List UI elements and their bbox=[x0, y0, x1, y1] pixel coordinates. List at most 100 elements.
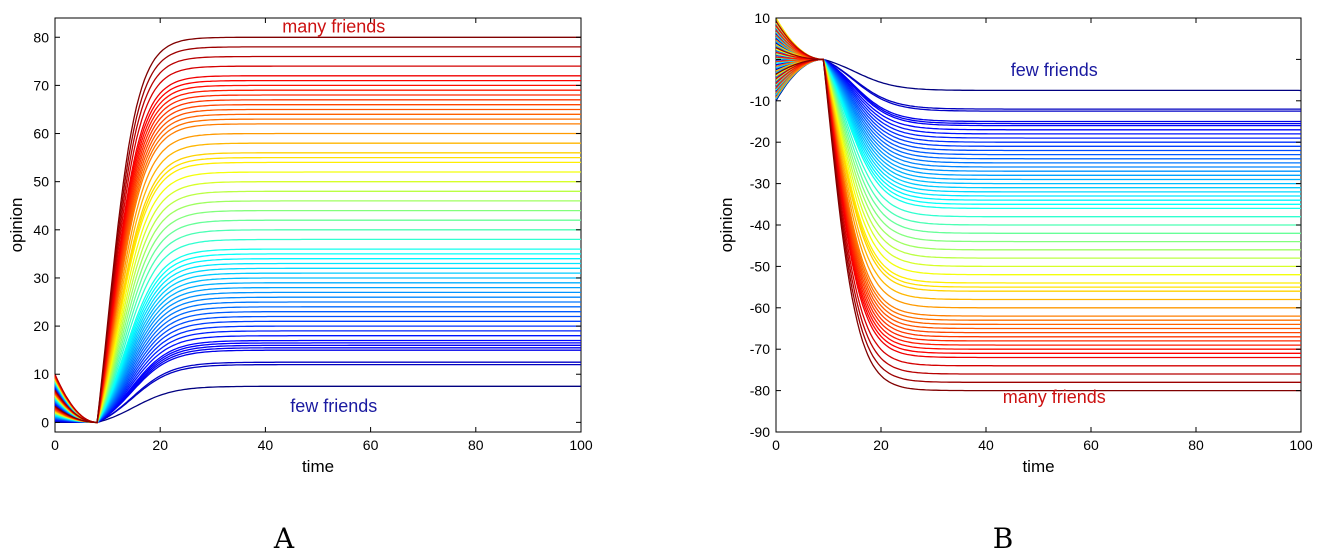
series-line bbox=[54, 190, 581, 424]
series-line bbox=[775, 54, 1301, 152]
series-line bbox=[775, 40, 1301, 189]
y-tick-label: -30 bbox=[750, 176, 770, 192]
series-line bbox=[775, 56, 1301, 346]
series-line bbox=[54, 108, 581, 424]
x-tick-label: 60 bbox=[1083, 437, 1099, 453]
series-line bbox=[775, 53, 1301, 251]
series-line bbox=[54, 344, 581, 424]
panel-label: A bbox=[273, 522, 295, 555]
series-line bbox=[54, 156, 581, 424]
series-line bbox=[775, 58, 1301, 350]
x-tick-label: 100 bbox=[1289, 437, 1313, 453]
series-line bbox=[775, 58, 1301, 205]
series-line bbox=[54, 171, 581, 424]
series-line bbox=[775, 58, 1301, 112]
series-line bbox=[54, 181, 581, 424]
series-line bbox=[775, 58, 1301, 156]
series-line bbox=[54, 94, 581, 424]
annotation: few friends bbox=[1011, 60, 1098, 80]
series-line bbox=[775, 45, 1301, 176]
series-line bbox=[54, 89, 581, 424]
series-line bbox=[54, 253, 581, 424]
annotation: many friends bbox=[282, 16, 385, 36]
series-line bbox=[54, 75, 581, 424]
series-line bbox=[775, 27, 1301, 243]
series-line bbox=[775, 33, 1301, 135]
series-line bbox=[54, 315, 581, 424]
y-tick-label: -80 bbox=[750, 383, 770, 399]
series-line bbox=[775, 28, 1301, 147]
series-line bbox=[775, 58, 1301, 234]
series-line bbox=[54, 248, 581, 424]
series-group bbox=[54, 36, 581, 424]
series-line bbox=[54, 142, 581, 424]
series-line bbox=[54, 36, 581, 424]
series-line bbox=[54, 65, 581, 424]
series-line bbox=[775, 37, 1301, 125]
series-line bbox=[775, 34, 1301, 330]
series-line bbox=[775, 58, 1301, 392]
y-tick-label: 30 bbox=[33, 270, 49, 286]
x-tick-label: 0 bbox=[51, 437, 59, 453]
series-line bbox=[775, 44, 1301, 292]
series-line bbox=[775, 58, 1301, 131]
series-line bbox=[775, 58, 1301, 321]
series-line bbox=[775, 17, 1301, 288]
series-line bbox=[775, 58, 1302, 102]
series-line bbox=[775, 48, 1301, 276]
series-line bbox=[54, 200, 581, 424]
series-line bbox=[54, 325, 581, 424]
series-line bbox=[54, 267, 581, 424]
series-line bbox=[775, 58, 1301, 127]
series-line bbox=[54, 258, 581, 424]
series-line bbox=[775, 22, 1301, 268]
series-line bbox=[775, 58, 1301, 193]
series-line bbox=[775, 58, 1301, 338]
series-line bbox=[775, 58, 1301, 143]
series-line bbox=[775, 58, 1301, 185]
x-tick-label: 80 bbox=[1188, 437, 1204, 453]
y-tick-label: -60 bbox=[750, 300, 770, 316]
x-tick-label: 60 bbox=[363, 437, 379, 453]
y-tick-label: 40 bbox=[33, 222, 49, 238]
y-tick-label: -70 bbox=[750, 341, 770, 357]
chart-panel-b: 0 20 40 60 80 100 -90 -80 -70 -60 -50 -40 -30 -20 -10 0… bbox=[717, 10, 1313, 555]
series-line bbox=[54, 306, 581, 424]
series-line bbox=[775, 58, 1301, 259]
series-line bbox=[775, 36, 1301, 201]
series-line bbox=[775, 58, 1301, 181]
x-axis-label: time bbox=[1022, 457, 1054, 476]
series-line bbox=[775, 42, 1301, 110]
series-line bbox=[54, 132, 581, 424]
y-tick-label: 60 bbox=[33, 126, 49, 142]
panel-label: B bbox=[993, 522, 1014, 555]
x-tick-label: 20 bbox=[152, 437, 168, 453]
y-axis-label: opinion bbox=[7, 198, 26, 253]
series-line bbox=[54, 84, 581, 424]
x-tick-label: 0 bbox=[772, 437, 780, 453]
series-line bbox=[54, 361, 581, 424]
series-line bbox=[775, 31, 1301, 218]
x-tick-label: 100 bbox=[569, 437, 593, 453]
series-line bbox=[775, 47, 1301, 383]
series-line bbox=[54, 46, 581, 424]
series-line bbox=[775, 23, 1301, 160]
y-tick-label: 0 bbox=[762, 51, 770, 67]
x-tick-label: 20 bbox=[873, 437, 889, 453]
series-line bbox=[54, 301, 581, 424]
series-line bbox=[54, 286, 581, 424]
series-line bbox=[775, 57, 1301, 226]
y-tick-label: 50 bbox=[33, 174, 49, 190]
series-line bbox=[775, 58, 1301, 334]
x-tick-label: 80 bbox=[468, 437, 484, 453]
series-line bbox=[54, 152, 581, 424]
series-line bbox=[55, 385, 581, 424]
axes-frame bbox=[54, 17, 582, 433]
series-line bbox=[54, 363, 581, 424]
series-line bbox=[775, 19, 1301, 172]
series-line bbox=[775, 20, 1301, 375]
annotation: few friends bbox=[290, 396, 377, 416]
series-line bbox=[54, 349, 581, 424]
series-line bbox=[775, 58, 1301, 367]
series-line bbox=[54, 342, 581, 424]
